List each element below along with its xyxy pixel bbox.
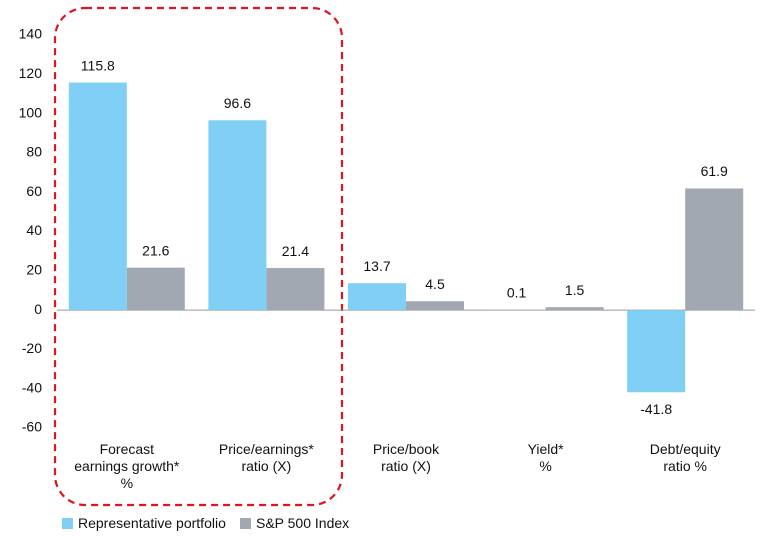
bar <box>627 310 686 393</box>
legend-item: Representative portfolio <box>62 515 226 531</box>
bar <box>348 283 406 311</box>
value-label: 1.5 <box>565 282 585 298</box>
bar <box>545 307 604 311</box>
value-label: -41.8 <box>640 401 672 417</box>
legend-label: S&P 500 Index <box>256 515 350 531</box>
y-tick-label: -20 <box>22 340 42 356</box>
y-tick-label: 100 <box>19 104 43 120</box>
x-tick-label: Price/earnings* ratio (X) <box>218 441 314 474</box>
highlight-box <box>53 6 344 507</box>
y-tick-label: 0 <box>34 301 42 317</box>
bar <box>68 82 127 311</box>
x-tick-label: Debt/equity ratio % <box>649 441 721 474</box>
bar <box>208 120 267 311</box>
y-tick-label: 140 <box>19 26 43 42</box>
y-tick-label: -60 <box>22 419 42 435</box>
value-label: 96.6 <box>224 95 251 111</box>
y-tick-label: 40 <box>26 222 42 238</box>
y-tick-label: 20 <box>26 262 42 278</box>
y-tick-label: 80 <box>26 144 42 160</box>
value-label: 21.4 <box>282 243 309 259</box>
bar <box>406 301 464 311</box>
x-tick-label: Yield* % <box>527 441 564 474</box>
value-label: 13.7 <box>363 258 390 274</box>
value-label: 21.6 <box>142 242 169 258</box>
legend-item: S&P 500 Index <box>240 515 349 531</box>
bar <box>266 268 325 311</box>
y-tick-label: 120 <box>19 65 43 81</box>
value-label: 115.8 <box>81 57 115 73</box>
y-tick-label: -40 <box>22 379 42 395</box>
value-label: 4.5 <box>425 276 445 292</box>
legend-swatch <box>240 517 251 529</box>
value-label: 61.9 <box>701 163 728 179</box>
x-tick-label: Price/book ratio (X) <box>372 441 440 474</box>
legend-label: Representative portfolio <box>78 515 226 531</box>
bar <box>126 267 185 311</box>
bar <box>685 188 744 311</box>
y-tick-label: 60 <box>26 183 42 199</box>
x-tick-label: Forecast earnings growth* % <box>74 441 180 491</box>
value-label: 0.1 <box>507 285 527 301</box>
legend-swatch <box>62 517 73 529</box>
